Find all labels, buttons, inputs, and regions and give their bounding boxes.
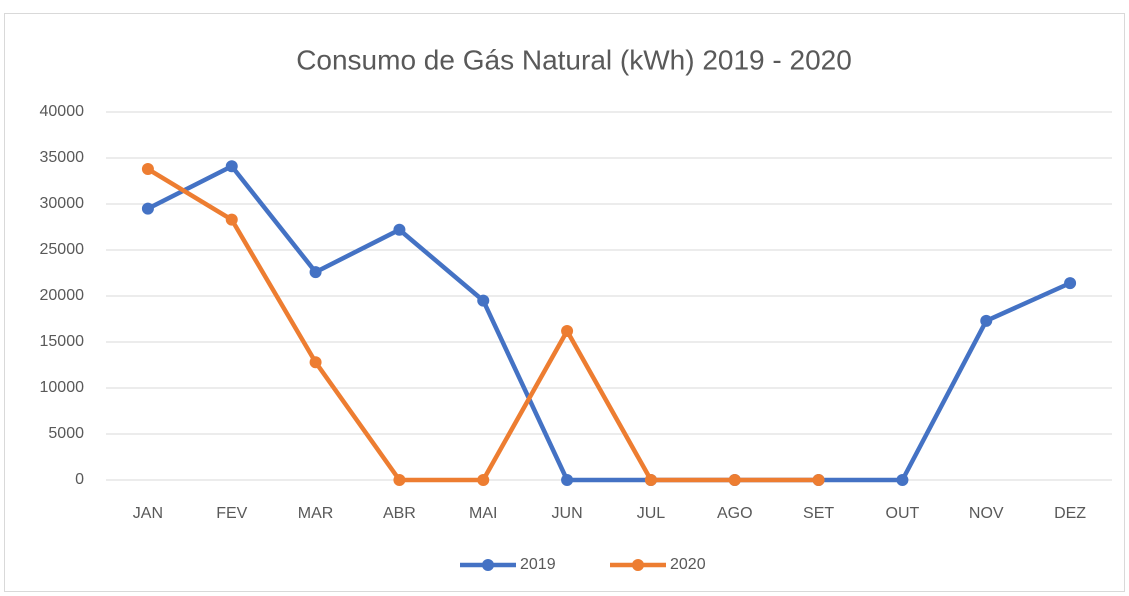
y-tick-label: 35000 <box>40 149 85 166</box>
y-tick-label: 25000 <box>40 241 85 258</box>
data-point <box>896 474 909 486</box>
data-point <box>1064 277 1077 290</box>
y-tick-label: 0 <box>75 471 84 488</box>
y-tick-label: 10000 <box>40 379 85 396</box>
x-tick-label: AGO <box>717 505 753 522</box>
data-point <box>812 474 825 486</box>
data-point <box>225 160 238 173</box>
x-tick-label: MAR <box>298 505 334 522</box>
legend-label: 2020 <box>670 556 706 573</box>
data-point <box>477 474 490 486</box>
legend-marker <box>632 559 644 571</box>
x-tick-label: MAI <box>469 505 497 522</box>
y-tick-label: 5000 <box>48 425 84 442</box>
y-tick-label: 15000 <box>40 333 85 350</box>
data-point <box>561 324 574 337</box>
data-point <box>309 356 322 369</box>
series-line <box>146 164 1072 483</box>
data-point <box>561 474 574 486</box>
data-point <box>728 474 741 486</box>
legend-label: 2019 <box>520 556 556 573</box>
data-point <box>393 474 406 486</box>
x-tick-label: JAN <box>133 505 163 522</box>
chart-title: Consumo de Gás Natural (kWh) 2019 - 2020 <box>296 44 852 75</box>
data-point <box>980 314 993 327</box>
data-point <box>309 266 322 279</box>
x-tick-label: JUN <box>552 505 583 522</box>
data-point <box>141 163 154 176</box>
x-tick-label: OUT <box>886 505 920 522</box>
x-tick-label: ABR <box>383 505 416 522</box>
x-tick-label: FEV <box>216 505 247 522</box>
y-tick-label: 40000 <box>40 103 85 120</box>
legend-marker <box>482 559 494 571</box>
x-tick-label: SET <box>803 505 834 522</box>
data-point <box>477 294 490 307</box>
y-tick-label: 30000 <box>40 195 85 212</box>
x-tick-label: DEZ <box>1054 505 1086 522</box>
data-point <box>225 213 238 226</box>
data-point <box>393 223 406 236</box>
chart-border <box>4 13 1125 592</box>
data-point <box>644 474 657 486</box>
x-tick-label: NOV <box>969 505 1004 522</box>
x-tick-label: JUL <box>637 505 666 522</box>
y-tick-label: 20000 <box>40 287 85 304</box>
data-point <box>141 202 154 215</box>
